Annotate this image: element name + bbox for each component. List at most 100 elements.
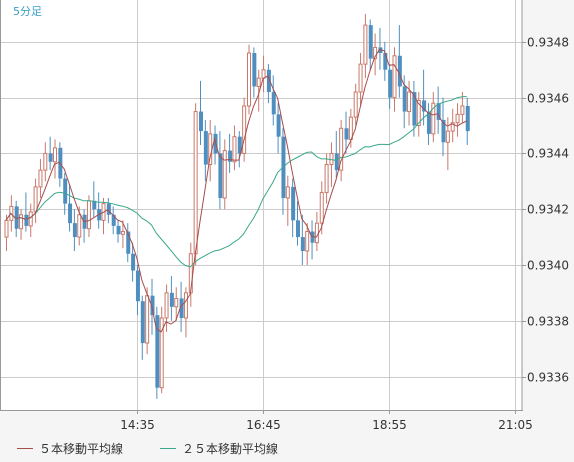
ma25-swatch bbox=[160, 448, 176, 449]
candle bbox=[368, 19, 373, 70]
candle bbox=[412, 80, 417, 137]
candle-body bbox=[120, 230, 125, 235]
candle-body bbox=[314, 222, 319, 244]
candle bbox=[242, 97, 247, 162]
candle bbox=[183, 287, 188, 338]
candle-body bbox=[242, 105, 247, 154]
legend: ５本移動平均線 ２５本移動平均線 bbox=[0, 436, 574, 462]
candle-body bbox=[436, 103, 441, 120]
candle-body bbox=[33, 186, 38, 213]
candle bbox=[363, 13, 368, 79]
y-axis: 0.9336 0.9338 0.9340 0.9342 0.9344 0.9346 0.93… bbox=[522, 36, 569, 385]
candle-body bbox=[247, 52, 251, 107]
candle bbox=[266, 64, 271, 104]
candle bbox=[247, 44, 251, 115]
candle-body bbox=[24, 214, 29, 226]
candle-body bbox=[291, 186, 296, 221]
candle bbox=[407, 80, 412, 126]
candle bbox=[324, 153, 329, 204]
candle-body bbox=[271, 92, 276, 115]
y-tick-label: 0.9344 bbox=[527, 147, 569, 161]
candle bbox=[19, 209, 24, 240]
candle-body bbox=[353, 91, 358, 118]
candle bbox=[169, 276, 174, 321]
candle-body bbox=[63, 178, 68, 204]
x-axis: 14:35 16:45 18:55 21:05 bbox=[120, 410, 533, 432]
candle-body bbox=[358, 63, 363, 93]
candle-body bbox=[174, 297, 179, 308]
candle bbox=[397, 25, 402, 98]
candle-body bbox=[164, 292, 169, 319]
candle-body bbox=[422, 100, 427, 112]
y-tick-label: 0.9340 bbox=[527, 259, 569, 273]
candle-body bbox=[368, 25, 373, 59]
candle bbox=[68, 184, 73, 232]
candle bbox=[276, 103, 281, 154]
candle-body bbox=[199, 111, 203, 132]
candle bbox=[140, 295, 145, 360]
candle-body bbox=[388, 69, 393, 98]
candle-body bbox=[261, 69, 266, 79]
candle bbox=[373, 33, 378, 76]
candle bbox=[344, 111, 349, 154]
candle bbox=[271, 75, 276, 126]
legend-label-ma5: ５本移動平均線 bbox=[39, 442, 124, 456]
period-label: 5分足 bbox=[13, 5, 42, 18]
candle bbox=[218, 131, 223, 210]
candle bbox=[38, 158, 43, 199]
candle bbox=[285, 175, 290, 226]
candle-body bbox=[373, 46, 378, 60]
candle-body bbox=[48, 153, 53, 162]
candle bbox=[392, 47, 397, 112]
candle-body bbox=[296, 220, 300, 238]
candle bbox=[339, 119, 344, 182]
candle-body bbox=[232, 136, 237, 163]
candle-body bbox=[169, 292, 174, 307]
candle bbox=[111, 206, 116, 235]
candle-body bbox=[72, 223, 77, 238]
candle-body bbox=[237, 136, 242, 154]
candle bbox=[174, 287, 179, 321]
candle bbox=[416, 92, 421, 137]
candle-body bbox=[344, 128, 349, 140]
ma5-swatch bbox=[17, 448, 33, 449]
legend-label-ma25: ２５本移動平均線 bbox=[182, 442, 279, 456]
y-tick-label: 0.9338 bbox=[527, 315, 569, 329]
candle-body bbox=[38, 169, 43, 188]
candle-body bbox=[111, 214, 116, 226]
candle bbox=[131, 242, 136, 282]
legend-item-ma25: ２５本移動平均線 bbox=[160, 440, 278, 457]
x-tick-label: 18:55 bbox=[372, 418, 407, 432]
candle bbox=[431, 92, 436, 143]
candle bbox=[53, 139, 57, 179]
candle-body bbox=[416, 99, 421, 127]
candle-body bbox=[43, 152, 48, 171]
candle bbox=[24, 192, 29, 232]
candle-body bbox=[150, 295, 155, 316]
candle-body bbox=[407, 91, 412, 113]
candle-body bbox=[441, 119, 446, 143]
candle bbox=[450, 108, 455, 143]
y-tick-label: 0.9342 bbox=[527, 203, 569, 217]
candle-body bbox=[252, 52, 257, 87]
candle bbox=[116, 220, 121, 243]
candle bbox=[126, 223, 131, 263]
candle bbox=[28, 203, 33, 238]
candle bbox=[14, 200, 19, 238]
candle-body bbox=[256, 77, 261, 87]
candle bbox=[422, 69, 427, 126]
candle-body bbox=[14, 206, 19, 229]
candle-body bbox=[19, 214, 24, 230]
candle bbox=[465, 97, 470, 146]
x-tick-label: 16:45 bbox=[246, 418, 281, 432]
y-tick-label: 0.9348 bbox=[527, 36, 569, 50]
candle-body bbox=[53, 147, 57, 163]
candle-body bbox=[334, 153, 339, 171]
candle-body bbox=[155, 315, 160, 388]
candle-body bbox=[397, 55, 402, 87]
candle-body bbox=[412, 92, 417, 126]
candle bbox=[426, 103, 431, 146]
candle-body bbox=[460, 105, 465, 115]
candle-body bbox=[348, 116, 353, 140]
